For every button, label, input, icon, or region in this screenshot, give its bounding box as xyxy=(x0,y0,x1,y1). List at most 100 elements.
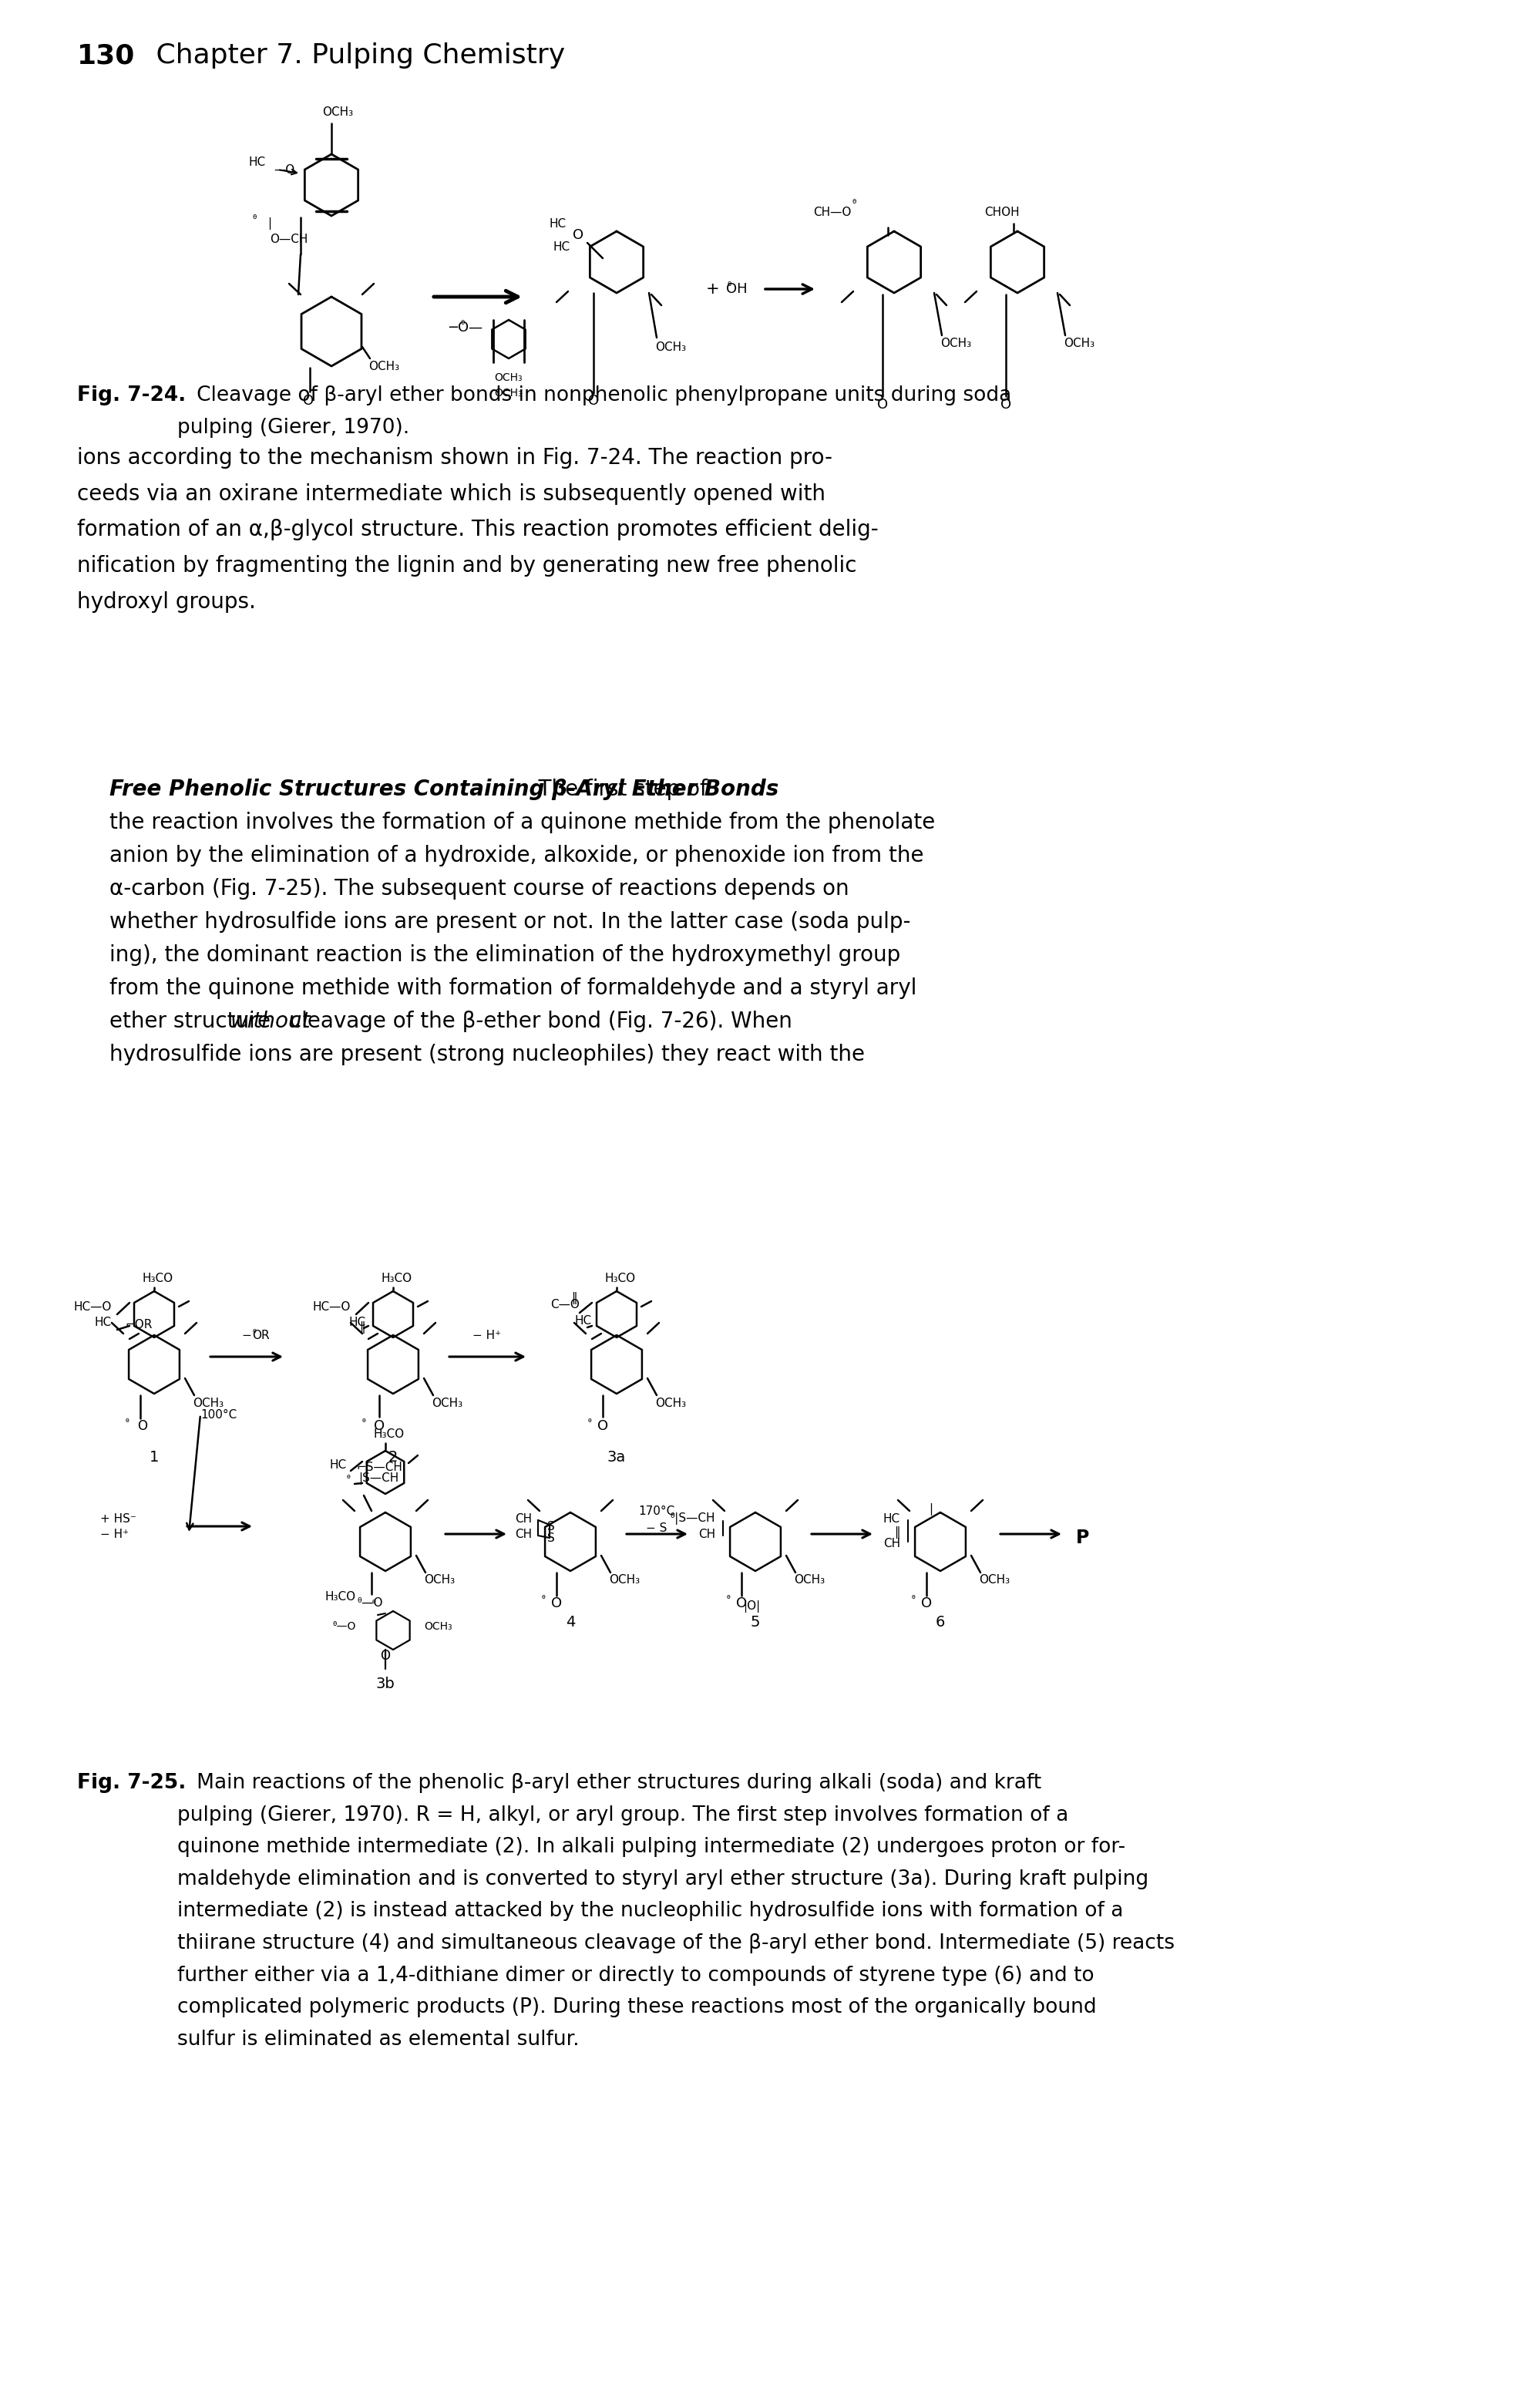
Text: ‖: ‖ xyxy=(895,1525,901,1540)
Text: H₃CO: H₃CO xyxy=(374,1429,405,1439)
Text: OCH₃: OCH₃ xyxy=(368,360,399,372)
Text: O: O xyxy=(736,1597,747,1609)
Text: H₃CO: H₃CO xyxy=(382,1273,413,1283)
Text: ⌐OR: ⌐OR xyxy=(125,1319,152,1331)
Text: HC: HC xyxy=(330,1458,346,1470)
Text: HC: HC xyxy=(553,240,570,252)
Text: ᶿ|S—CH: ᶿ|S—CH xyxy=(670,1513,715,1525)
Text: −: − xyxy=(448,322,459,334)
Text: H₃CO: H₃CO xyxy=(325,1593,356,1602)
Text: CH: CH xyxy=(514,1513,531,1525)
Text: ᶿ—O: ᶿ—O xyxy=(357,1597,383,1609)
Text: ᶿ: ᶿ xyxy=(912,1595,915,1605)
Text: C—O: C—O xyxy=(550,1299,579,1309)
Text: 3a: 3a xyxy=(607,1448,625,1465)
Text: O: O xyxy=(573,228,584,243)
Text: The first step of: The first step of xyxy=(519,778,708,800)
Text: ᶿ: ᶿ xyxy=(588,1417,591,1427)
Text: CH: CH xyxy=(698,1528,715,1540)
Text: − S: − S xyxy=(647,1523,667,1532)
Text: ᶿ: ᶿ xyxy=(371,1597,376,1609)
Text: OCH₃: OCH₃ xyxy=(424,1621,453,1631)
Text: 5: 5 xyxy=(750,1614,761,1631)
Text: ‖: ‖ xyxy=(571,1292,578,1304)
Text: cleavage of the β-ether bond (Fig. 7-26). When: cleavage of the β-ether bond (Fig. 7-26)… xyxy=(283,1011,793,1033)
Text: O: O xyxy=(303,394,314,408)
Text: 3b: 3b xyxy=(376,1677,394,1691)
Text: OH: OH xyxy=(727,281,747,295)
Text: ing), the dominant reaction is the elimination of the hydroxymethyl group: ing), the dominant reaction is the elimi… xyxy=(109,944,901,966)
Text: ᶿ: ᶿ xyxy=(460,319,465,331)
Text: ᶿ: ᶿ xyxy=(727,1595,730,1605)
Text: P: P xyxy=(1076,1528,1090,1547)
Text: ᶿ: ᶿ xyxy=(253,1328,256,1338)
Text: Fig. 7-25.: Fig. 7-25. xyxy=(77,1773,186,1792)
Text: ⌐S—CH: ⌐S—CH xyxy=(356,1460,402,1472)
Text: CH—O: CH—O xyxy=(813,207,852,219)
Text: Chapter 7. Pulping Chemistry: Chapter 7. Pulping Chemistry xyxy=(129,43,565,70)
Text: CH: CH xyxy=(884,1537,901,1549)
Text: ions according to the mechanism shown in Fig. 7-24. The reaction pro-
ceeds via : ions according to the mechanism shown in… xyxy=(77,447,878,613)
Text: CH: CH xyxy=(514,1528,531,1540)
Text: ‖: ‖ xyxy=(359,1321,365,1333)
Text: |S—CH: |S—CH xyxy=(359,1472,399,1484)
Text: anion by the elimination of a hydroxide, alkoxide, or phenoxide ion from the: anion by the elimination of a hydroxide,… xyxy=(109,846,924,867)
Text: ᶿ: ᶿ xyxy=(125,1417,129,1427)
Text: ᶿ: ᶿ xyxy=(253,214,257,226)
Text: OCH₃: OCH₃ xyxy=(941,336,972,348)
Text: 4: 4 xyxy=(565,1614,574,1631)
Text: from the quinone methide with formation of formaldehyde and a styryl aryl: from the quinone methide with formation … xyxy=(109,978,916,999)
Text: O: O xyxy=(551,1597,562,1609)
Text: ether structure: ether structure xyxy=(109,1011,277,1033)
Text: OCH₃: OCH₃ xyxy=(1064,336,1095,348)
Text: HC: HC xyxy=(249,156,266,168)
Text: O—: O— xyxy=(457,322,482,334)
Text: OCH₃: OCH₃ xyxy=(322,106,353,118)
Text: OCH₃: OCH₃ xyxy=(424,1573,454,1585)
Text: O: O xyxy=(598,1420,608,1434)
Text: + HS⁻: + HS⁻ xyxy=(100,1513,137,1525)
Text: CHOH: CHOH xyxy=(984,207,1019,219)
Text: O: O xyxy=(588,394,599,408)
Text: |: | xyxy=(929,1504,933,1516)
Text: 6: 6 xyxy=(936,1614,946,1631)
Text: hydrosulfide ions are present (strong nucleophiles) they react with the: hydrosulfide ions are present (strong nu… xyxy=(109,1045,865,1066)
Text: ᶿ: ᶿ xyxy=(727,281,731,293)
Text: HC: HC xyxy=(550,219,567,228)
Text: O: O xyxy=(878,399,889,411)
Text: |: | xyxy=(268,219,271,231)
Text: OCH₃: OCH₃ xyxy=(431,1398,462,1408)
Text: HC—O: HC—O xyxy=(74,1302,112,1311)
Text: OCH₃: OCH₃ xyxy=(494,387,522,399)
Text: OCH₃: OCH₃ xyxy=(979,1573,1010,1585)
Text: OCH₃: OCH₃ xyxy=(608,1573,639,1585)
Text: HC: HC xyxy=(574,1314,591,1326)
Text: 2: 2 xyxy=(388,1448,397,1465)
Text: O: O xyxy=(137,1420,148,1434)
Text: without: without xyxy=(231,1011,311,1033)
Text: OCH₃: OCH₃ xyxy=(192,1398,223,1408)
Text: OCH₃: OCH₃ xyxy=(795,1573,825,1585)
Text: Main reactions of the phenolic β-aryl ether structures during alkali (soda) and : Main reactions of the phenolic β-aryl et… xyxy=(177,1773,1175,2049)
Text: HC—O: HC—O xyxy=(313,1302,351,1311)
Text: OCH₃: OCH₃ xyxy=(494,372,522,382)
Text: O: O xyxy=(380,1648,391,1662)
Text: whether hydrosulfide ions are present or not. In the latter case (soda pulp-: whether hydrosulfide ions are present or… xyxy=(109,910,910,932)
Text: O: O xyxy=(374,1420,385,1434)
Text: HC: HC xyxy=(94,1316,112,1328)
Text: 100°C: 100°C xyxy=(200,1408,237,1420)
Text: Free Phenolic Structures Containing β-Aryl Ether Bonds: Free Phenolic Structures Containing β-Ar… xyxy=(109,778,779,800)
Text: S: S xyxy=(547,1532,554,1544)
Text: 1: 1 xyxy=(149,1448,159,1465)
Text: ᶿ: ᶿ xyxy=(852,199,856,209)
Text: Fig. 7-24.: Fig. 7-24. xyxy=(77,384,186,406)
Text: − H⁺: − H⁺ xyxy=(473,1328,502,1340)
Text: OCH₃: OCH₃ xyxy=(654,341,687,353)
Text: —O: —O xyxy=(274,163,294,175)
Text: ᶿ: ᶿ xyxy=(542,1595,545,1605)
Text: O: O xyxy=(1001,399,1012,411)
Text: S: S xyxy=(547,1520,554,1532)
Text: ᶿ—O: ᶿ—O xyxy=(333,1621,356,1631)
Text: 130: 130 xyxy=(77,43,136,70)
Text: Cleavage of β-aryl ether bonds in nonphenolic phenylpropane units during soda
pu: Cleavage of β-aryl ether bonds in nonphe… xyxy=(177,384,1012,437)
